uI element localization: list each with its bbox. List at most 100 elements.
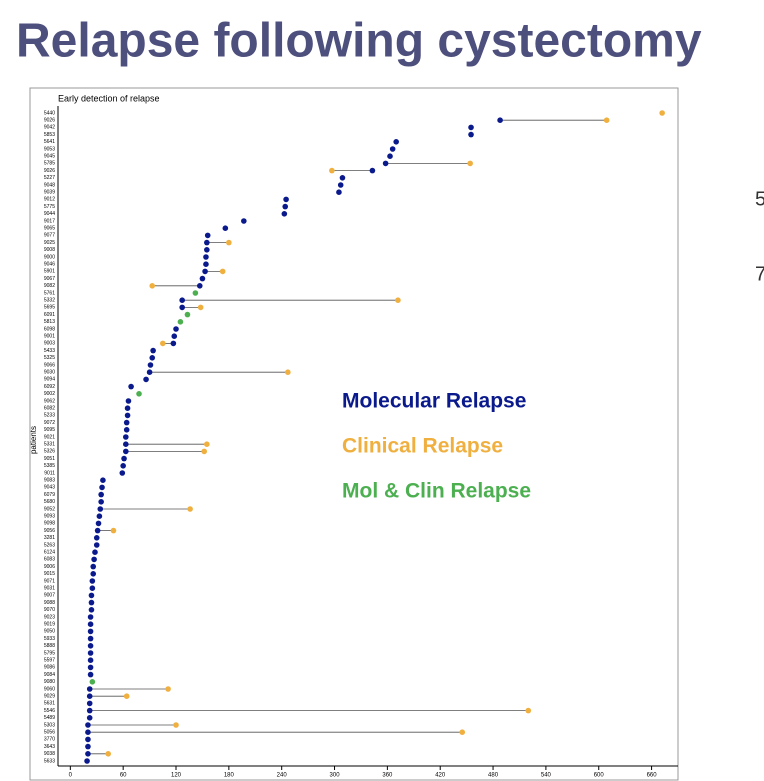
y-tick-label: 9080 xyxy=(44,679,55,685)
y-tick-label: 5695 xyxy=(44,305,55,311)
y-tick-label: 5263 xyxy=(44,542,55,548)
dot xyxy=(339,175,346,181)
y-tick-label: 9056 xyxy=(44,528,55,534)
dot xyxy=(87,628,94,635)
dot xyxy=(89,585,96,591)
dot xyxy=(98,499,104,505)
dot xyxy=(184,311,191,318)
y-tick-label: 9008 xyxy=(44,247,55,253)
dot xyxy=(87,614,94,620)
dot xyxy=(179,297,185,304)
y-tick-label: 5641 xyxy=(44,139,55,145)
y-tick-label: 9044 xyxy=(44,211,55,217)
y-tick-label: 5440 xyxy=(44,110,55,116)
slide-title: Relapse following cystectomy xyxy=(16,15,702,68)
dot xyxy=(329,167,335,174)
dot xyxy=(89,578,96,584)
dot xyxy=(187,506,193,512)
y-tick-label: 9031 xyxy=(44,586,55,592)
y-tick-label: 6092 xyxy=(44,384,55,390)
dot xyxy=(87,664,94,671)
y-tick-label: 6083 xyxy=(44,557,55,563)
legend-label: Clinical Relapse xyxy=(342,435,503,458)
dot xyxy=(468,131,474,138)
dot xyxy=(88,599,95,606)
y-tick-label: 9030 xyxy=(44,370,55,376)
dot xyxy=(170,340,177,347)
dot xyxy=(85,743,91,750)
dot xyxy=(149,283,156,289)
dot xyxy=(91,556,97,563)
dot xyxy=(97,506,104,512)
y-tick-label: 9093 xyxy=(44,514,55,520)
x-tick-label: 60 xyxy=(120,773,127,779)
y-tick-label: 9083 xyxy=(44,478,55,484)
dot xyxy=(150,347,156,354)
y-tick-label: 9086 xyxy=(44,665,55,671)
y-tick-label: 9026 xyxy=(44,168,55,174)
y-tick-label: 9011 xyxy=(44,470,55,476)
dot xyxy=(85,722,91,728)
dot xyxy=(204,247,210,253)
y-tick-label: 9094 xyxy=(44,377,55,383)
x-tick-label: 540 xyxy=(541,773,552,779)
dot xyxy=(93,542,100,548)
y-tick-label: 9026 xyxy=(44,118,55,124)
dot xyxy=(337,182,344,188)
chart-frame xyxy=(29,87,679,781)
dot xyxy=(395,297,401,304)
y-tick-label: 5785 xyxy=(44,161,55,167)
y-tick-label: 9050 xyxy=(44,629,55,635)
y-tick-label: 9042 xyxy=(44,125,55,131)
dot xyxy=(199,275,206,282)
dot xyxy=(283,196,289,203)
y-tick-label: 9077 xyxy=(44,233,55,239)
y-tick-label: 5385 xyxy=(44,463,55,469)
y-tick-label: 9015 xyxy=(44,571,55,577)
y-tick-label: 5325 xyxy=(44,355,55,361)
y-tick-label: 3643 xyxy=(44,744,55,750)
dot xyxy=(203,261,209,268)
dot xyxy=(123,441,129,448)
dot xyxy=(204,441,210,448)
dot xyxy=(197,304,204,311)
y-tick-label: 5853 xyxy=(44,132,55,138)
dot xyxy=(89,679,96,685)
dot xyxy=(87,621,94,627)
y-tick-label: 9053 xyxy=(44,146,55,152)
y-tick-label: 5795 xyxy=(44,650,55,656)
dot xyxy=(85,751,91,757)
dot xyxy=(468,124,474,131)
dot xyxy=(98,491,104,498)
y-tick-label: 5888 xyxy=(44,643,55,649)
x-tick-label: 480 xyxy=(488,773,499,779)
dot xyxy=(87,650,94,656)
dot xyxy=(659,110,665,116)
dot xyxy=(100,477,106,484)
y-tick-label: 9052 xyxy=(44,506,55,512)
y-tick-label: 6091 xyxy=(44,312,55,318)
dot xyxy=(95,520,102,527)
dot xyxy=(196,283,203,289)
dot xyxy=(192,290,199,296)
dot xyxy=(173,326,179,332)
x-tick-label: 240 xyxy=(277,773,288,779)
dot xyxy=(219,268,226,275)
x-tick-label: 660 xyxy=(647,773,658,779)
y-tick-label: 5056 xyxy=(44,730,55,736)
y-tick-label: 9066 xyxy=(44,362,55,368)
y-tick-label: 5633 xyxy=(44,758,55,764)
dot xyxy=(369,167,376,174)
x-tick-label: 0 xyxy=(69,773,73,779)
dot xyxy=(86,707,93,714)
dot xyxy=(86,715,93,721)
y-tick-label: 9001 xyxy=(44,334,55,340)
y-tick-label: 9082 xyxy=(44,283,55,289)
dot xyxy=(123,434,129,440)
y-tick-label: 5901 xyxy=(44,269,55,275)
dot xyxy=(123,448,129,455)
legend-label: Molecular Relapse xyxy=(342,390,526,413)
dot xyxy=(285,369,291,376)
y-tick-label: 6098 xyxy=(44,326,55,332)
